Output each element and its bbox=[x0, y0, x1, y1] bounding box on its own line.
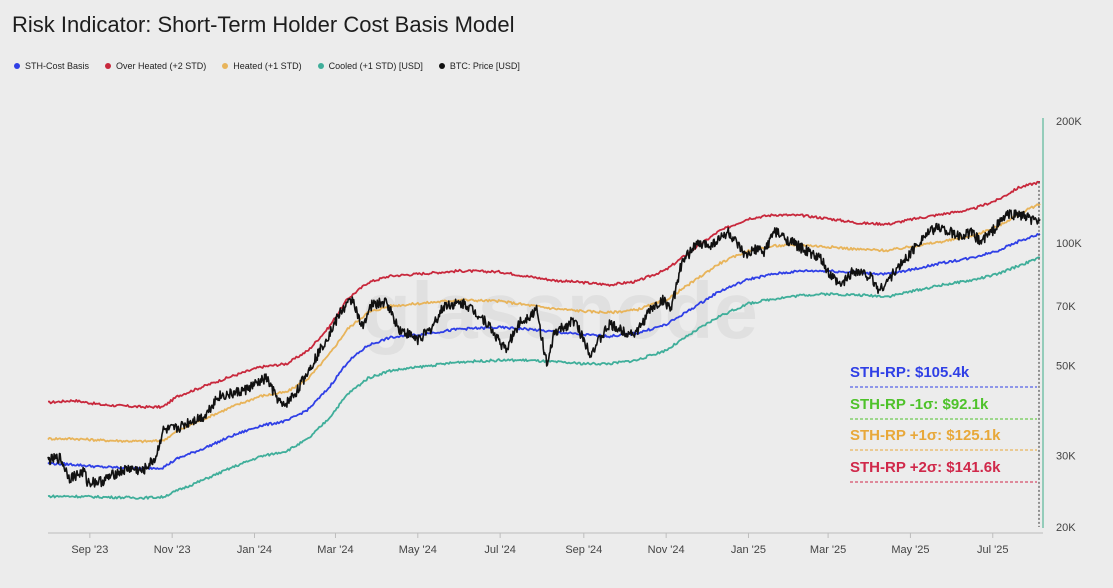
legend-swatch bbox=[438, 63, 445, 69]
y-tick-label: 20K bbox=[1056, 522, 1076, 534]
legend-item-cooled[interactable]: Cooled (+1 STD) [USD] bbox=[317, 61, 423, 71]
legend-label: Cooled (+1 STD) [USD] bbox=[328, 61, 423, 71]
series-line-over-heated-2-std bbox=[47, 180, 1040, 409]
y-axis-ticks: 20K 30K 50K 70K 100K 200K bbox=[1056, 116, 1082, 534]
annotation-sth-rp-minus-1: STH-RP -1σ: $92.1k bbox=[850, 396, 989, 413]
x-tick-label: May '25 bbox=[891, 544, 929, 556]
y-tick-label: 70K bbox=[1056, 301, 1076, 313]
legend-item-btc-price[interactable]: BTC: Price [USD] bbox=[438, 61, 520, 71]
x-tick-label: Sep '23 bbox=[71, 544, 108, 556]
y-tick-label: 100K bbox=[1056, 238, 1082, 250]
series-line-sth-cost-basis bbox=[47, 233, 1041, 470]
annotation-box: STH-RP: $105.4k STH-RP -1σ: $92.1k STH-R… bbox=[850, 364, 1037, 483]
annotation-sth-rp-plus-1: STH-RP +1σ: $125.1k bbox=[850, 427, 1001, 444]
legend-swatch bbox=[105, 63, 112, 69]
x-tick-label: Nov '23 bbox=[154, 544, 191, 556]
x-axis-ticks: Sep '23 Nov '23 Jan '24 Mar '24 May '24 Jul '… bbox=[71, 533, 1008, 556]
series-line-heated-1-std bbox=[47, 203, 1041, 444]
legend-item-sth-cost-basis[interactable]: STH-Cost Basis bbox=[14, 61, 89, 71]
annotation-sth-rp: STH-RP: $105.4k bbox=[850, 364, 970, 381]
x-tick-label: Nov '24 bbox=[648, 544, 685, 556]
legend-label: Over Heated (+2 STD) bbox=[116, 61, 207, 71]
x-tick-label: Mar '24 bbox=[317, 544, 353, 556]
y-tick-label: 30K bbox=[1056, 451, 1076, 463]
x-tick-label: Jan '24 bbox=[237, 544, 272, 556]
x-tick-label: May '24 bbox=[399, 544, 437, 556]
legend-swatch bbox=[222, 63, 229, 69]
x-tick-label: Sep '24 bbox=[565, 544, 602, 556]
series-line-cooled-1-std-usd bbox=[47, 256, 1041, 500]
y-tick-label: 50K bbox=[1056, 360, 1076, 372]
x-tick-label: Jan '25 bbox=[731, 544, 766, 556]
legend-label: STH-Cost Basis bbox=[25, 61, 90, 71]
x-tick-label: Jul '24 bbox=[484, 544, 515, 556]
legend-swatch bbox=[317, 63, 324, 69]
legend-item-heated[interactable]: Heated (+1 STD) bbox=[222, 61, 302, 71]
chart-title: Risk Indicator: Short-Term Holder Cost B… bbox=[12, 12, 515, 37]
legend-item-over-heated[interactable]: Over Heated (+2 STD) bbox=[105, 61, 206, 71]
legend-label: BTC: Price [USD] bbox=[449, 61, 520, 71]
x-tick-label: Mar '25 bbox=[810, 544, 846, 556]
legend-label: Heated (+1 STD) bbox=[233, 61, 302, 71]
legend-swatch bbox=[14, 63, 20, 69]
series-line-btc-price-usd bbox=[47, 209, 1041, 488]
y-tick-label: 200K bbox=[1056, 116, 1082, 128]
legend: STH-Cost Basis Over Heated (+2 STD) Heat… bbox=[14, 61, 520, 71]
annotation-sth-rp-plus-2: STH-RP +2σ: $141.6k bbox=[850, 459, 1001, 476]
x-tick-label: Jul '25 bbox=[977, 544, 1008, 556]
series-layer bbox=[47, 180, 1041, 500]
